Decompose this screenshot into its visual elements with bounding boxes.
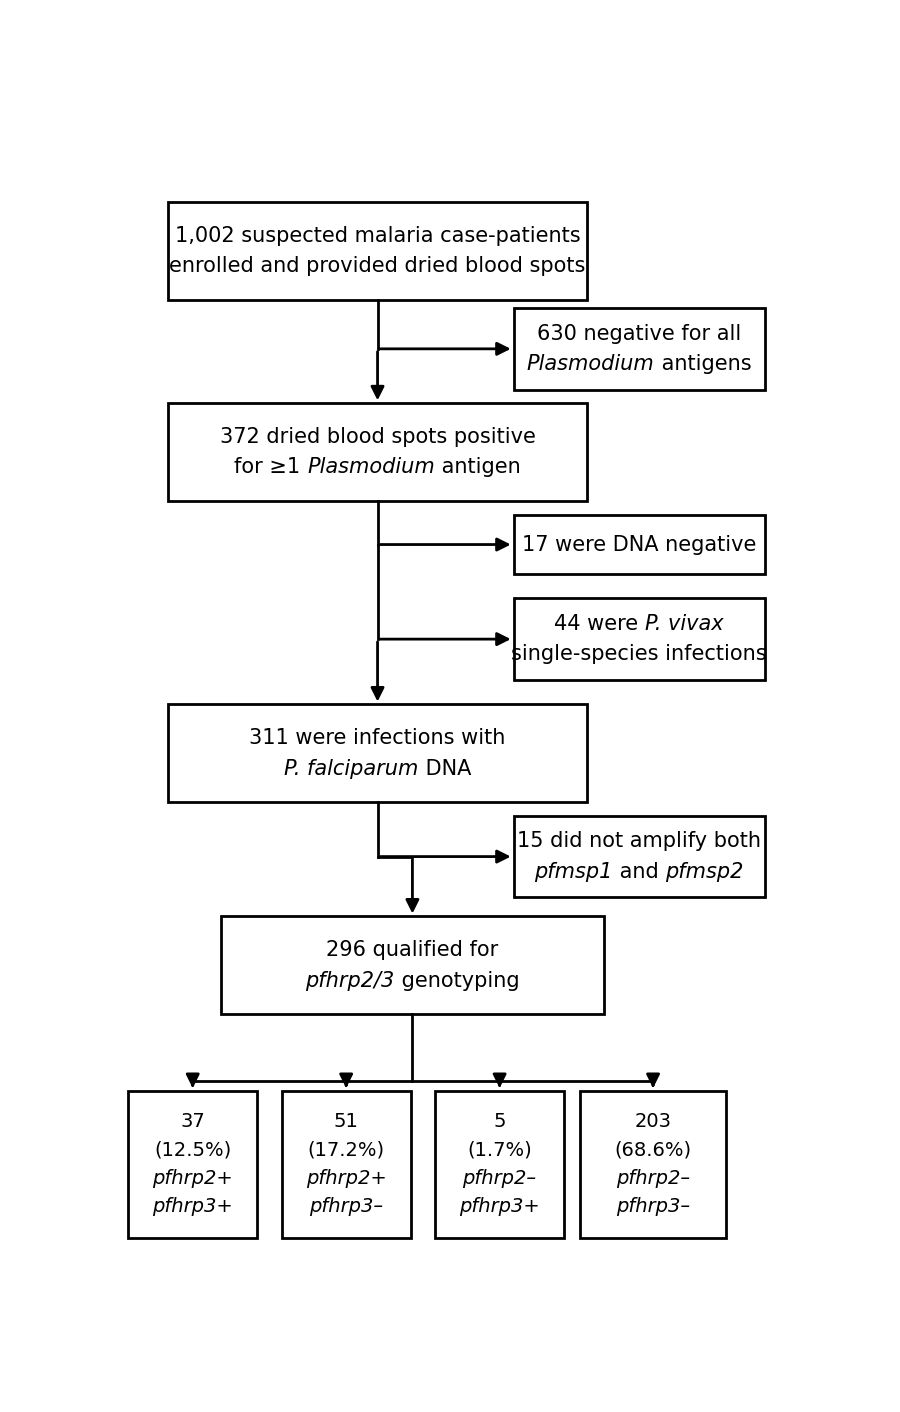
Text: 37: 37 [180, 1113, 205, 1131]
Text: 44 were: 44 were [554, 614, 645, 634]
Text: enrolled and provided dried blood spots: enrolled and provided dried blood spots [169, 256, 586, 277]
Text: pfmsp2: pfmsp2 [665, 861, 743, 882]
Bar [168, 404, 587, 501]
Text: 1,002 suspected malaria case-patients: 1,002 suspected malaria case-patients [175, 226, 580, 246]
Text: pfhrp2+: pfhrp2+ [306, 1169, 386, 1187]
Bar [128, 1091, 257, 1238]
Text: DNA: DNA [418, 758, 471, 778]
Text: genotyping: genotyping [395, 970, 519, 991]
Text: (12.5%): (12.5%) [154, 1141, 231, 1159]
Text: 17 were DNA negative: 17 were DNA negative [522, 535, 756, 555]
Text: pfhrp3–: pfhrp3– [616, 1197, 690, 1216]
Bar [580, 1091, 726, 1238]
Text: for ≥1: for ≥1 [234, 457, 307, 477]
Bar [514, 514, 765, 575]
Text: pfhrp3+: pfhrp3+ [459, 1197, 540, 1216]
Bar [282, 1091, 410, 1238]
Text: antigens: antigens [654, 354, 752, 374]
Text: 51: 51 [334, 1113, 358, 1131]
Text: P. falciparum: P. falciparum [284, 758, 418, 778]
Text: and: and [613, 861, 665, 882]
Text: pfhrp2–: pfhrp2– [463, 1169, 536, 1187]
Text: single-species infections: single-species infections [511, 644, 767, 665]
Text: pfhrp2–: pfhrp2– [616, 1169, 690, 1187]
Text: 372 dried blood spots positive: 372 dried blood spots positive [220, 426, 536, 448]
Text: pfhrp2+: pfhrp2+ [152, 1169, 233, 1187]
Text: Plasmodium: Plasmodium [307, 457, 435, 477]
Text: 311 were infections with: 311 were infections with [249, 729, 506, 748]
Text: pfmsp1: pfmsp1 [535, 861, 613, 882]
Bar [168, 202, 587, 299]
Bar [168, 705, 587, 802]
Bar [514, 599, 765, 681]
Text: pfhrp2/3: pfhrp2/3 [305, 970, 395, 991]
Bar [435, 1091, 564, 1238]
Text: (17.2%): (17.2%) [308, 1141, 384, 1159]
Text: 296 qualified for: 296 qualified for [327, 940, 499, 960]
Text: 5: 5 [493, 1113, 506, 1131]
Text: Plasmodium: Plasmodium [526, 354, 654, 374]
Text: (68.6%): (68.6%) [615, 1141, 691, 1159]
Text: P. vivax: P. vivax [645, 614, 724, 634]
Bar [514, 816, 765, 898]
Bar [220, 916, 604, 1014]
Text: antigen: antigen [435, 457, 521, 477]
Text: 15 did not amplify both: 15 did not amplify both [518, 832, 761, 851]
Text: pfhrp3–: pfhrp3– [309, 1197, 383, 1216]
Bar [514, 308, 765, 390]
Text: (1.7%): (1.7%) [467, 1141, 532, 1159]
Text: pfhrp3+: pfhrp3+ [152, 1197, 233, 1216]
Text: 203: 203 [634, 1113, 671, 1131]
Text: 630 negative for all: 630 negative for all [537, 323, 742, 343]
